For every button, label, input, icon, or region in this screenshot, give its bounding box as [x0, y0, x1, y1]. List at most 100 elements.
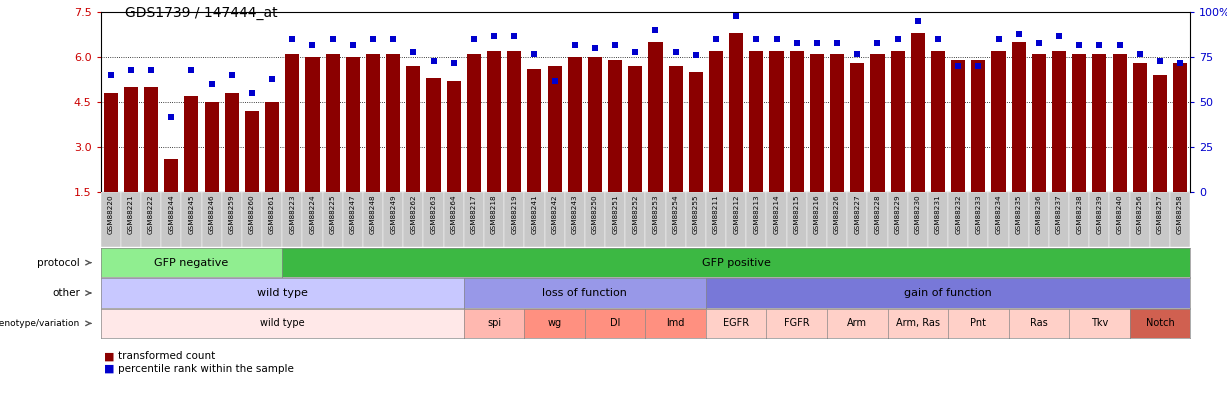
Bar — [487, 51, 501, 192]
FancyBboxPatch shape — [545, 192, 564, 247]
Point — [444, 60, 464, 66]
FancyBboxPatch shape — [342, 192, 363, 247]
Point — [363, 36, 383, 43]
Bar — [406, 66, 421, 192]
Text: GSM88242: GSM88242 — [552, 194, 557, 234]
FancyBboxPatch shape — [928, 192, 948, 247]
FancyBboxPatch shape — [1171, 192, 1190, 247]
FancyBboxPatch shape — [887, 192, 908, 247]
Point — [101, 72, 120, 79]
Text: GSM88220: GSM88220 — [108, 194, 114, 234]
Point — [201, 81, 221, 87]
Text: GSM88219: GSM88219 — [512, 194, 518, 234]
Text: GSM88230: GSM88230 — [915, 194, 920, 234]
Text: GSM88229: GSM88229 — [894, 194, 901, 234]
FancyBboxPatch shape — [968, 192, 989, 247]
Point — [686, 52, 706, 59]
Text: GSM88217: GSM88217 — [471, 194, 477, 234]
Point — [767, 36, 787, 43]
Text: GSM88253: GSM88253 — [653, 194, 659, 234]
FancyBboxPatch shape — [444, 192, 464, 247]
Bar — [366, 54, 380, 192]
Text: GSM88221: GSM88221 — [128, 194, 134, 234]
Text: GSM88260: GSM88260 — [249, 194, 255, 234]
Point — [948, 63, 968, 70]
Text: GSM88211: GSM88211 — [713, 194, 719, 234]
Bar — [225, 93, 239, 192]
FancyBboxPatch shape — [948, 192, 968, 247]
Bar — [306, 57, 319, 192]
FancyBboxPatch shape — [989, 192, 1009, 247]
Bar — [507, 51, 521, 192]
Bar — [891, 51, 904, 192]
Bar — [910, 33, 925, 192]
Point — [1150, 58, 1169, 64]
Text: ■: ■ — [104, 352, 115, 361]
Bar — [447, 81, 461, 192]
Text: GSM88238: GSM88238 — [1076, 194, 1082, 234]
Bar — [669, 66, 682, 192]
Point — [504, 32, 524, 39]
Text: GSM88261: GSM88261 — [269, 194, 275, 234]
Text: GSM88247: GSM88247 — [350, 194, 356, 234]
Text: GSM88248: GSM88248 — [371, 194, 375, 234]
Text: GSM88250: GSM88250 — [591, 194, 598, 234]
Point — [141, 66, 161, 73]
Text: GSM88243: GSM88243 — [572, 194, 578, 234]
Point — [1171, 60, 1190, 66]
FancyBboxPatch shape — [1049, 192, 1069, 247]
Text: GSM88234: GSM88234 — [995, 194, 1001, 234]
Bar — [103, 93, 118, 192]
Bar — [164, 159, 178, 192]
Text: other: other — [52, 288, 80, 298]
Text: GSM88215: GSM88215 — [794, 194, 800, 234]
FancyBboxPatch shape — [1130, 192, 1150, 247]
Text: Notch: Notch — [1146, 318, 1174, 328]
Text: percentile rank within the sample: percentile rank within the sample — [118, 364, 293, 373]
Text: gain of function: gain of function — [904, 288, 991, 298]
Bar — [810, 54, 825, 192]
Bar — [688, 72, 703, 192]
Point — [485, 32, 504, 39]
FancyBboxPatch shape — [1009, 192, 1028, 247]
Point — [928, 36, 947, 43]
Text: GSM88262: GSM88262 — [410, 194, 416, 234]
Point — [182, 66, 201, 73]
Text: GSM88212: GSM88212 — [734, 194, 739, 234]
Point — [626, 49, 645, 55]
Bar — [588, 57, 602, 192]
Text: GSM88233: GSM88233 — [975, 194, 982, 234]
Text: transformed count: transformed count — [118, 352, 215, 361]
Bar — [628, 66, 643, 192]
FancyBboxPatch shape — [827, 192, 847, 247]
FancyBboxPatch shape — [847, 192, 867, 247]
FancyBboxPatch shape — [182, 192, 201, 247]
Text: wg: wg — [547, 318, 562, 328]
Point — [908, 18, 928, 24]
Bar — [346, 57, 360, 192]
FancyBboxPatch shape — [282, 192, 302, 247]
FancyBboxPatch shape — [120, 192, 141, 247]
Bar — [972, 60, 985, 192]
Text: protocol: protocol — [37, 258, 80, 268]
FancyBboxPatch shape — [524, 192, 545, 247]
Point — [1130, 50, 1150, 57]
Text: Arm: Arm — [848, 318, 867, 328]
Point — [242, 90, 261, 96]
Bar — [991, 51, 1006, 192]
Text: GSM88254: GSM88254 — [672, 194, 679, 234]
FancyBboxPatch shape — [585, 192, 605, 247]
Point — [404, 49, 423, 55]
Bar — [325, 54, 340, 192]
Bar — [427, 78, 440, 192]
Point — [787, 40, 806, 46]
Point — [222, 72, 242, 79]
FancyBboxPatch shape — [161, 192, 182, 247]
Bar — [609, 60, 622, 192]
FancyBboxPatch shape — [867, 192, 887, 247]
Bar — [790, 51, 804, 192]
Point — [726, 13, 746, 19]
Text: GSM88222: GSM88222 — [148, 194, 155, 234]
FancyBboxPatch shape — [201, 192, 222, 247]
Bar — [951, 60, 966, 192]
